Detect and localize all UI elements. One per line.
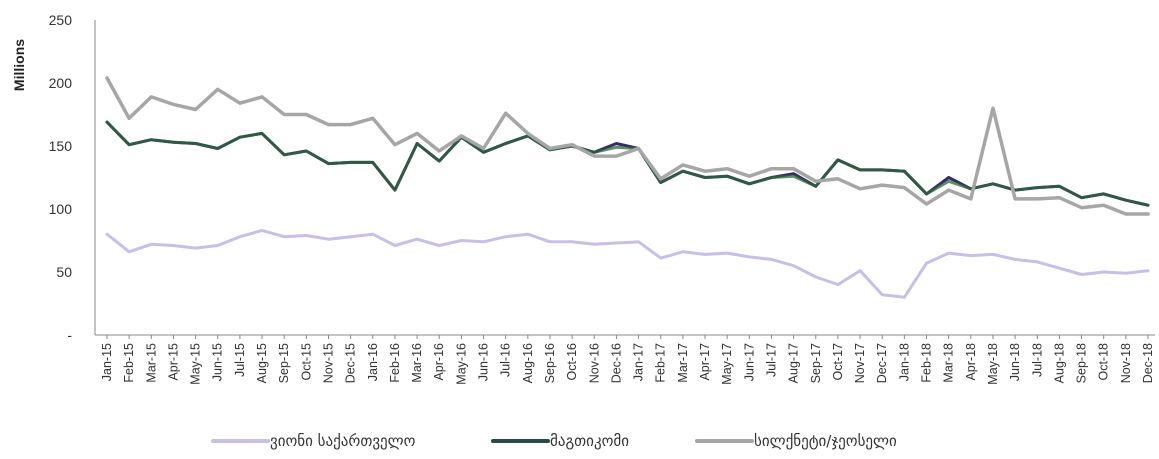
x-tick-label: Mar-16 <box>410 343 424 383</box>
x-tick-label: Jul-17 <box>764 343 778 377</box>
x-tick-label: Jan-17 <box>632 343 646 381</box>
y-tick-labels: - 50 100 150 200 250 <box>49 12 73 343</box>
y-tick-label: 200 <box>49 75 73 91</box>
x-tick-label: Oct-18 <box>1097 343 1111 381</box>
x-tick-label: Apr-15 <box>166 343 180 381</box>
x-tick-label: Sep-15 <box>277 343 291 383</box>
x-tick-label: Sep-17 <box>809 343 823 383</box>
x-tick-label: Jun-17 <box>742 343 756 381</box>
x-tick-label: Jan-18 <box>897 343 911 381</box>
x-tick-label: Aug-15 <box>255 343 269 383</box>
x-tick-label: Jul-15 <box>233 343 247 377</box>
x-tick-label: Oct-15 <box>299 343 313 381</box>
x-tick-label: Mar-17 <box>676 343 690 383</box>
x-tick-label: Dec-18 <box>1141 343 1155 383</box>
x-tick-label: Apr-17 <box>698 343 712 381</box>
y-tick-label: 50 <box>56 264 72 280</box>
x-tick-label: Jun-15 <box>211 343 225 381</box>
x-tick-label: May-18 <box>986 343 1000 385</box>
y-axis-label: Millions <box>11 39 27 91</box>
x-tick-label: Jun-18 <box>1008 343 1022 381</box>
x-tick-label: Mar-18 <box>942 343 956 383</box>
legend-label: ვიონი საქართველო <box>270 432 416 450</box>
x-tick-label: Jan-16 <box>366 343 380 381</box>
y-tick-label: - <box>67 327 72 343</box>
x-tick-label: Nov-16 <box>587 343 601 383</box>
x-tick-label: Feb-17 <box>654 343 668 383</box>
x-tick-label: Apr-18 <box>964 343 978 381</box>
x-tick-label: Aug-16 <box>521 343 535 383</box>
x-tick-label: Aug-18 <box>1052 343 1066 383</box>
y-tick-label: 250 <box>49 12 73 28</box>
legend-label: მაგთიკომი <box>550 432 629 450</box>
x-tick-label: Apr-16 <box>432 343 446 381</box>
x-tick-label: Mar-15 <box>144 343 158 383</box>
x-tick-label: Feb-16 <box>388 343 402 383</box>
x-tick-label: May-16 <box>454 343 468 385</box>
x-tick-label: Sep-18 <box>1075 343 1089 383</box>
x-tick-label: Jun-16 <box>477 343 491 381</box>
x-tick-label: Dec-15 <box>344 343 358 383</box>
x-tick-label: Jul-16 <box>499 343 513 377</box>
x-tick-label: Aug-17 <box>787 343 801 383</box>
x-tick-label: Dec-16 <box>609 343 623 383</box>
x-tick-label: Feb-18 <box>920 343 934 383</box>
legend-label: სილქნეტი/ჯეოსელი <box>754 432 897 450</box>
x-tick-label: May-17 <box>720 343 734 385</box>
x-tick-label: Dec-17 <box>875 343 889 383</box>
series-line <box>105 76 1150 216</box>
x-tick-label: Feb-15 <box>122 343 136 383</box>
x-tick-label: Nov-18 <box>1119 343 1133 383</box>
legend: ვიონი საქართველო მაგთიკომი სილქნეტი/ჯეოსელ… <box>211 432 897 450</box>
x-tick-label: Nov-17 <box>853 343 867 383</box>
x-tick-labels: Jan-15 Feb-15 Mar-15 Apr-15 May-15 Jun-15 Jul-… <box>100 335 1155 385</box>
axes <box>94 20 1155 336</box>
x-tick-label: Oct-17 <box>831 343 845 381</box>
y-tick-label: 100 <box>49 201 73 217</box>
x-tick-label: May-15 <box>189 343 203 385</box>
x-tick-label: Jul-18 <box>1030 343 1044 377</box>
series-line <box>105 120 1150 207</box>
series-lines <box>105 76 1150 299</box>
x-tick-label: Nov-15 <box>321 343 335 383</box>
series-line <box>105 228 1150 299</box>
y-tick-label: 150 <box>49 138 73 154</box>
x-tick-label: Sep-16 <box>543 343 557 383</box>
x-tick-label: Jan-15 <box>100 343 114 381</box>
x-tick-label: Oct-16 <box>565 343 579 381</box>
